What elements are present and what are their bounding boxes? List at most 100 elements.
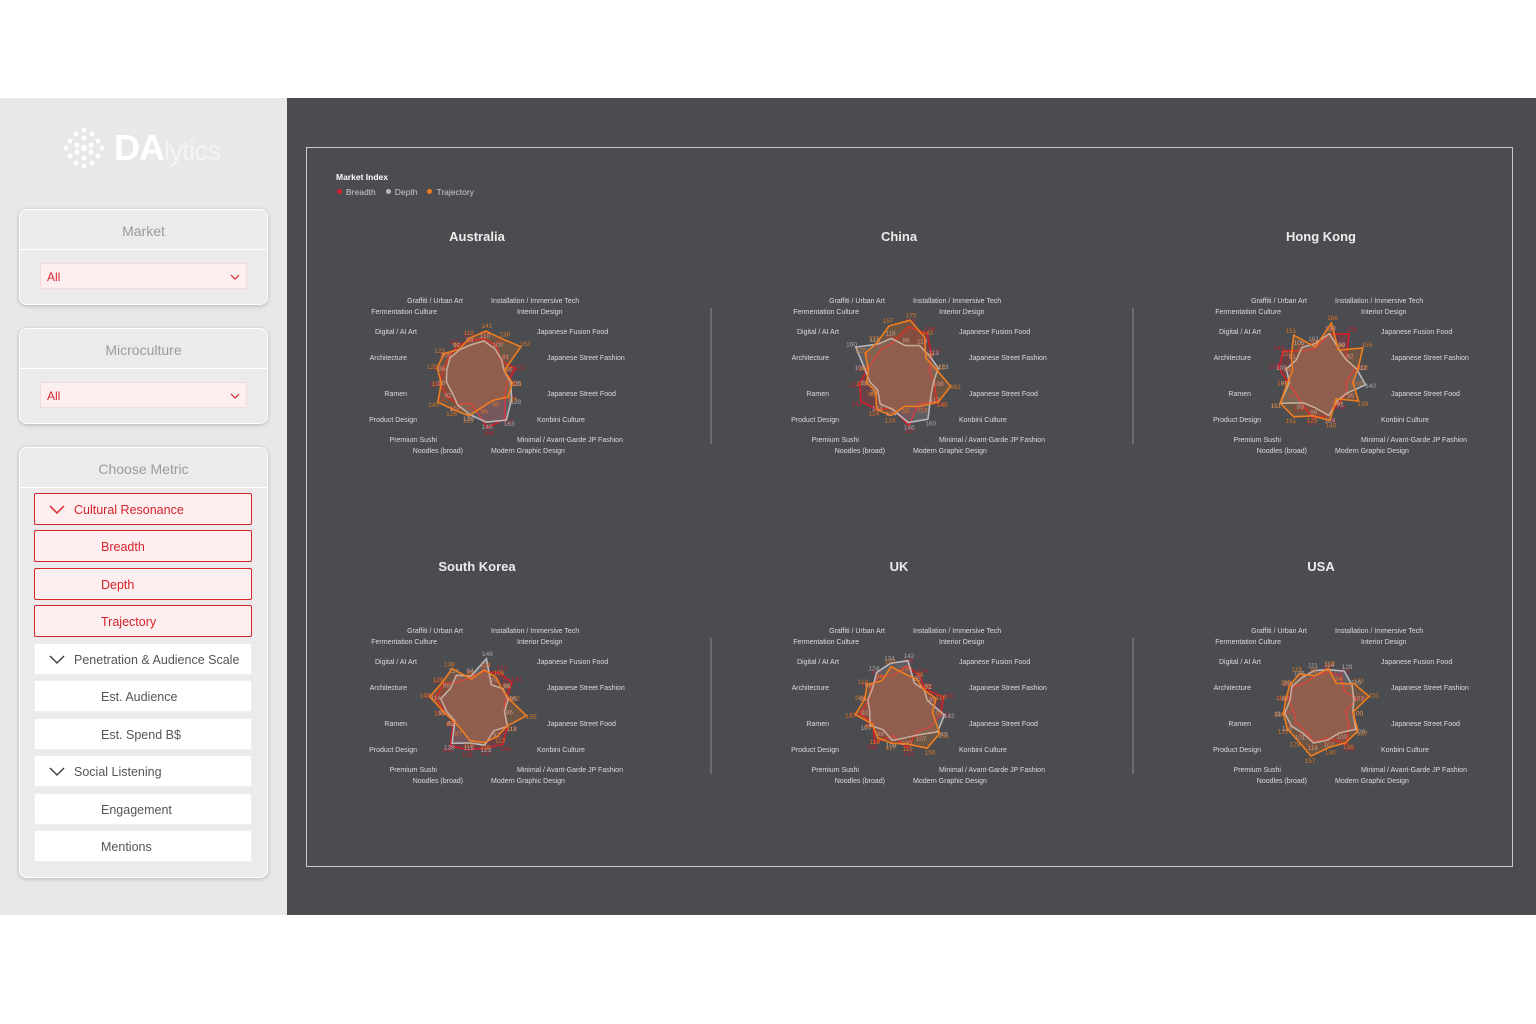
data-label-breadth: 143 — [1344, 746, 1355, 753]
axis-label: Minimal / Avant-Garde JP Fashion — [939, 767, 1045, 774]
axis-label: Graffiti / Urban Art — [407, 298, 463, 305]
chevron-down-icon[interactable] — [49, 655, 65, 665]
axis-label: Japanese Street Fashion — [547, 685, 625, 692]
data-label-breadth: 133 — [903, 750, 914, 757]
market-dropdown[interactable]: All — [40, 263, 247, 289]
data-label-trajectory: 141 — [481, 323, 492, 330]
data-label-depth: 110 — [480, 333, 491, 340]
data-label-trajectory: 100 — [1352, 710, 1363, 717]
chevron-down-icon — [230, 274, 240, 280]
data-label-breadth: 79 — [1347, 379, 1355, 386]
axis-label: Fermentation Culture — [793, 309, 859, 316]
radar-series-breadth-australia[interactable] — [438, 337, 517, 430]
data-label-trajectory: 157 — [1305, 758, 1316, 765]
data-label-trajectory: 99 — [916, 672, 924, 679]
data-label-trajectory: 116 — [1280, 679, 1291, 686]
metric-item-mentions[interactable]: Mentions — [34, 830, 252, 862]
data-label-trajectory: 103 — [434, 711, 445, 718]
legend-item-breadth[interactable]: Breadth — [337, 187, 376, 197]
axis-label: Minimal / Avant-Garde JP Fashion — [517, 437, 623, 444]
axis-label: Japanese Street Food — [1391, 721, 1460, 728]
legend-label-depth: Depth — [394, 187, 418, 197]
radar-series-trajectory-australia[interactable] — [436, 330, 523, 417]
metric-card: Choose Metric Cultural Resonance Breadth D… — [19, 447, 268, 878]
axis-label: Installation / Immersive Tech — [491, 628, 579, 635]
data-label-trajectory: 119 — [1292, 667, 1303, 674]
data-label-trajectory: 166 — [1327, 315, 1338, 322]
metric-item-depth[interactable]: Depth — [34, 568, 252, 600]
metric-item-cultural-resonance[interactable]: Cultural Resonance — [34, 493, 252, 525]
radar-series-trajectory-uk[interactable] — [854, 665, 941, 750]
data-label-breadth: 132 — [481, 750, 492, 757]
metric-item-est-spend-b[interactable]: Est. Spend B$ — [34, 718, 252, 750]
radar-series-depth-hong-kong[interactable] — [1278, 332, 1367, 417]
data-label-breadth: 156 — [1346, 327, 1357, 334]
axis-label: Graffiti / Urban Art — [829, 298, 885, 305]
data-label-breadth: 141 — [851, 401, 862, 408]
axis-label: Japanese Fusion Food — [1381, 329, 1452, 336]
microculture-filter-title: Microculture — [20, 329, 267, 369]
data-label-depth: 96 — [503, 683, 511, 690]
data-label-breadth: 132 — [1269, 364, 1280, 371]
metric-item-engagement[interactable]: Engagement — [34, 793, 252, 825]
metric-item-breadth[interactable]: Breadth — [34, 530, 252, 562]
data-label-breadth: 109 — [479, 663, 490, 670]
legend-item-trajectory[interactable]: Trajectory — [427, 187, 474, 197]
data-label-depth: 113 — [507, 726, 518, 733]
data-label-breadth: 114 — [1308, 744, 1319, 751]
sidebar: DAlytics Market All Microculture All Cho… — [0, 98, 287, 915]
data-label-depth: 124 — [868, 665, 879, 672]
data-label-depth: 106 — [1294, 340, 1305, 347]
data-label-breadth: 86 — [501, 355, 509, 362]
dalytics-logo: DAlytics — [62, 120, 232, 176]
data-label-depth: 128 — [510, 399, 521, 406]
data-label-breadth: 106 — [1294, 406, 1305, 413]
radar-series-trajectory-south-korea[interactable] — [428, 667, 528, 744]
data-label-breadth: 140 — [1274, 345, 1285, 352]
data-label-depth: 114 — [1275, 711, 1286, 718]
data-label-trajectory: 96 — [860, 366, 868, 373]
chevron-down-icon[interactable] — [49, 505, 65, 515]
data-label-breadth: 87 — [446, 722, 454, 729]
data-label-trajectory: 151 — [939, 733, 950, 740]
data-label-trajectory: 99 — [926, 352, 934, 359]
metric-label: Est. Spend B$ — [101, 728, 181, 742]
data-label-breadth: 91 — [454, 674, 462, 681]
metric-item-social-listening[interactable]: Social Listening — [34, 755, 252, 787]
chevron-down-icon[interactable] — [49, 767, 65, 777]
data-label-breadth: 123 — [434, 678, 445, 685]
data-label-trajectory: 99 — [453, 342, 461, 349]
data-label-breadth: 148 — [442, 747, 453, 754]
metric-item-est-audience[interactable]: Est. Audience — [34, 680, 252, 712]
radar-series-trajectory-usa[interactable] — [1282, 667, 1371, 757]
metric-item-trajectory[interactable]: Trajectory — [34, 605, 252, 637]
radar-series-trajectory-hong-kong[interactable] — [1279, 321, 1364, 422]
radar-series-depth-usa[interactable] — [1283, 668, 1357, 744]
metric-label: Social Listening — [74, 765, 162, 779]
data-label-trajectory: 96 — [1337, 343, 1345, 350]
radar-series-depth-australia[interactable] — [445, 340, 513, 424]
data-label-breadth: 99 — [1338, 404, 1346, 411]
legend-item-depth[interactable]: Depth — [385, 187, 418, 197]
axis-label: Interior Design — [517, 309, 563, 316]
axis-label: Ramen — [384, 721, 407, 728]
metric-item-penetration-audience-scale[interactable]: Penetration & Audience Scale — [34, 643, 252, 675]
data-label-depth: 146 — [904, 424, 915, 431]
axis-label: Installation / Immersive Tech — [491, 298, 579, 305]
data-label-trajectory: 87 — [455, 731, 463, 738]
market-title-australia: Australia — [449, 229, 505, 244]
data-label-trajectory: 90 — [492, 402, 500, 409]
radar-series-depth-china[interactable] — [854, 337, 940, 424]
dashboard-canvas: Market Index Breadth Depth Trajectory Au… — [287, 98, 1536, 915]
axis-label: Minimal / Avant-Garde JP Fashion — [1361, 437, 1467, 444]
axis-label: Digital / AI Art — [1219, 329, 1261, 336]
data-label-depth: 142 — [944, 713, 955, 720]
data-label-breadth: 92 — [467, 669, 475, 676]
data-label-trajectory: 93 — [503, 683, 511, 690]
data-label-trajectory: 89 — [1284, 366, 1292, 373]
microculture-dropdown[interactable]: All — [40, 382, 247, 408]
data-label-breadth: 131 — [940, 712, 951, 719]
radar-series-trajectory-china[interactable] — [864, 319, 952, 417]
data-label-trajectory: 112 — [431, 381, 442, 388]
data-label-trajectory: 137 — [1357, 731, 1368, 738]
